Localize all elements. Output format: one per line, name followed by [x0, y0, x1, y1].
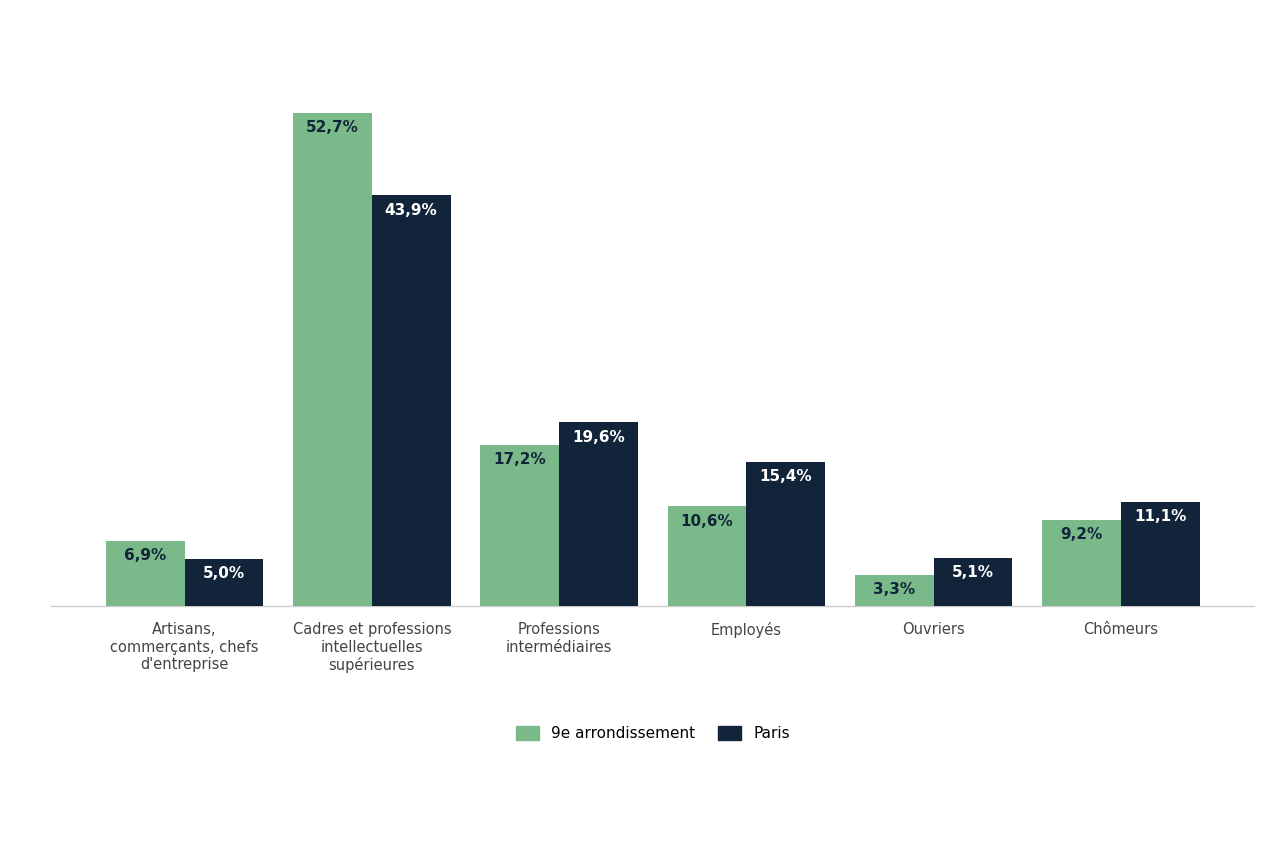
- Text: 9,2%: 9,2%: [1061, 527, 1103, 542]
- Text: 52,7%: 52,7%: [306, 120, 358, 135]
- Bar: [933, 558, 1012, 606]
- Bar: [559, 422, 637, 606]
- Text: 5,0%: 5,0%: [202, 567, 244, 581]
- Bar: [480, 445, 559, 606]
- Bar: [184, 559, 264, 605]
- Text: 10,6%: 10,6%: [681, 514, 733, 529]
- Bar: [855, 574, 933, 606]
- Bar: [746, 462, 826, 606]
- Text: 11,1%: 11,1%: [1134, 509, 1187, 524]
- Text: 6,9%: 6,9%: [124, 548, 166, 563]
- Text: 17,2%: 17,2%: [494, 452, 547, 467]
- Bar: [668, 506, 746, 606]
- Bar: [372, 195, 451, 606]
- Text: 15,4%: 15,4%: [759, 469, 812, 484]
- Bar: [106, 541, 184, 606]
- Text: 3,3%: 3,3%: [873, 582, 915, 597]
- Bar: [293, 112, 372, 606]
- Legend: 9e arrondissement, Paris: 9e arrondissement, Paris: [508, 718, 797, 748]
- Bar: [1121, 502, 1199, 606]
- Text: 5,1%: 5,1%: [952, 566, 995, 580]
- Text: 43,9%: 43,9%: [385, 202, 438, 218]
- Text: 19,6%: 19,6%: [572, 430, 625, 445]
- Bar: [1042, 520, 1121, 606]
